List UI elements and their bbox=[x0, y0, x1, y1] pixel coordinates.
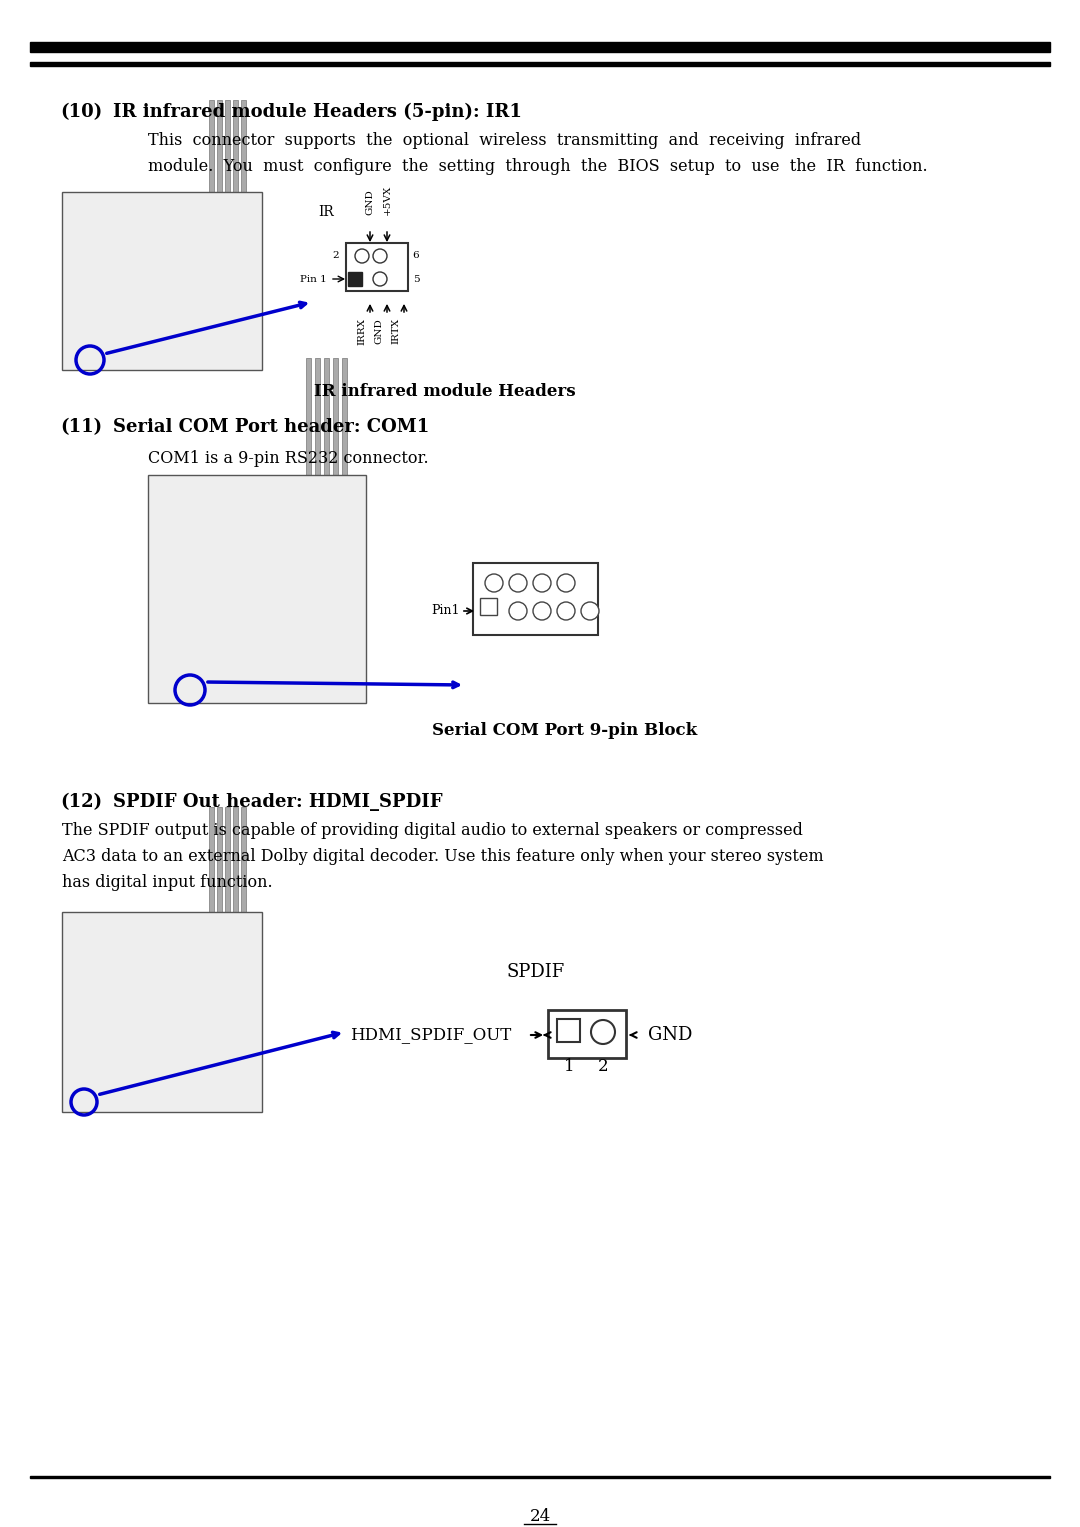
Text: (11): (11) bbox=[60, 418, 103, 437]
Text: The SPDIF output is capable of providing digital audio to external speakers or c: The SPDIF output is capable of providing… bbox=[62, 822, 802, 838]
Bar bbox=[114, 212, 172, 264]
Bar bbox=[233, 806, 238, 938]
Bar bbox=[210, 501, 272, 557]
Bar bbox=[346, 243, 408, 292]
Bar bbox=[548, 1009, 626, 1058]
Text: SPDIF: SPDIF bbox=[507, 964, 565, 980]
Text: IRRX: IRRX bbox=[357, 318, 366, 345]
Text: COM1 is a 9-pin RS232 connector.: COM1 is a 9-pin RS232 connector. bbox=[148, 450, 429, 467]
Bar bbox=[67, 354, 177, 359]
Text: has digital input function.: has digital input function. bbox=[62, 873, 272, 890]
Circle shape bbox=[509, 602, 527, 620]
Circle shape bbox=[373, 249, 387, 263]
Circle shape bbox=[373, 272, 387, 286]
Text: Pin 1: Pin 1 bbox=[300, 275, 327, 284]
Bar bbox=[62, 912, 262, 1112]
Bar bbox=[153, 657, 268, 663]
Bar bbox=[153, 643, 268, 647]
Circle shape bbox=[509, 574, 527, 592]
Text: 1: 1 bbox=[564, 1058, 575, 1075]
Bar bbox=[225, 99, 230, 220]
Bar bbox=[342, 357, 347, 502]
Circle shape bbox=[557, 574, 575, 592]
Bar bbox=[557, 1019, 580, 1041]
Bar bbox=[92, 279, 107, 292]
Bar bbox=[480, 599, 497, 615]
Bar bbox=[114, 935, 168, 983]
Circle shape bbox=[591, 1020, 615, 1044]
Bar bbox=[241, 806, 246, 938]
Bar bbox=[153, 670, 268, 676]
Bar bbox=[348, 272, 362, 286]
Bar bbox=[65, 1049, 173, 1054]
Bar bbox=[315, 357, 320, 502]
Bar bbox=[241, 99, 246, 220]
Bar bbox=[65, 1077, 173, 1083]
Text: 5: 5 bbox=[413, 275, 419, 284]
Bar bbox=[153, 615, 268, 620]
Text: 2: 2 bbox=[333, 252, 339, 261]
Text: 24: 24 bbox=[529, 1509, 551, 1525]
Bar bbox=[217, 806, 222, 938]
Circle shape bbox=[123, 941, 159, 976]
Bar bbox=[217, 99, 222, 220]
Bar bbox=[30, 43, 1050, 52]
Text: IRTX: IRTX bbox=[391, 318, 401, 344]
Bar bbox=[225, 806, 230, 938]
Text: Serial COM Port header: COM1: Serial COM Port header: COM1 bbox=[113, 418, 429, 437]
Text: (12): (12) bbox=[60, 793, 103, 811]
Bar bbox=[148, 475, 366, 702]
Bar bbox=[210, 99, 214, 220]
Circle shape bbox=[355, 249, 369, 263]
Bar bbox=[65, 1035, 173, 1040]
Bar bbox=[473, 563, 598, 635]
Text: 2: 2 bbox=[597, 1058, 608, 1075]
Text: SPDIF Out header: HDMI_SPDIF: SPDIF Out header: HDMI_SPDIF bbox=[113, 793, 443, 811]
Circle shape bbox=[534, 574, 551, 592]
Circle shape bbox=[581, 602, 599, 620]
Circle shape bbox=[485, 574, 503, 592]
Circle shape bbox=[557, 602, 575, 620]
Text: AC3 data to an external Dolby digital decoder. Use this feature only when your s: AC3 data to an external Dolby digital de… bbox=[62, 847, 824, 864]
Circle shape bbox=[124, 218, 162, 257]
Text: IR infrared module Headers (5-pin): IR1: IR infrared module Headers (5-pin): IR1 bbox=[113, 102, 522, 121]
Text: module.  You  must  configure  the  setting  through  the  BIOS  setup  to  use : module. You must configure the setting t… bbox=[148, 157, 928, 176]
Circle shape bbox=[220, 508, 262, 550]
Text: IR: IR bbox=[318, 205, 334, 218]
Bar bbox=[180, 573, 195, 586]
Text: GND: GND bbox=[375, 318, 383, 344]
Text: GND: GND bbox=[365, 189, 375, 215]
Text: 6: 6 bbox=[413, 252, 419, 261]
Circle shape bbox=[534, 602, 551, 620]
Bar bbox=[67, 279, 89, 292]
Bar bbox=[65, 1063, 173, 1067]
Text: HDMI_SPDIF_OUT: HDMI_SPDIF_OUT bbox=[350, 1026, 511, 1043]
Bar bbox=[30, 63, 1050, 66]
Bar bbox=[67, 325, 177, 331]
Bar bbox=[324, 357, 329, 502]
Bar bbox=[153, 573, 177, 586]
Text: IR infrared module Headers: IR infrared module Headers bbox=[314, 383, 576, 400]
Text: +5VX: +5VX bbox=[382, 185, 391, 215]
Bar bbox=[67, 341, 177, 345]
Bar bbox=[67, 312, 177, 318]
Bar bbox=[333, 357, 338, 502]
Text: GND: GND bbox=[648, 1026, 692, 1044]
Bar bbox=[233, 99, 238, 220]
Text: Pin1: Pin1 bbox=[431, 605, 459, 617]
Bar bbox=[65, 1002, 85, 1014]
Bar bbox=[306, 357, 311, 502]
Text: This  connector  supports  the  optional  wireless  transmitting  and  receiving: This connector supports the optional wir… bbox=[148, 131, 861, 150]
Bar bbox=[62, 192, 262, 370]
Text: Serial COM Port 9-pin Block: Serial COM Port 9-pin Block bbox=[432, 722, 698, 739]
Text: (10): (10) bbox=[60, 102, 103, 121]
Bar bbox=[153, 629, 268, 634]
Bar bbox=[210, 806, 214, 938]
Bar bbox=[30, 1477, 1050, 1478]
